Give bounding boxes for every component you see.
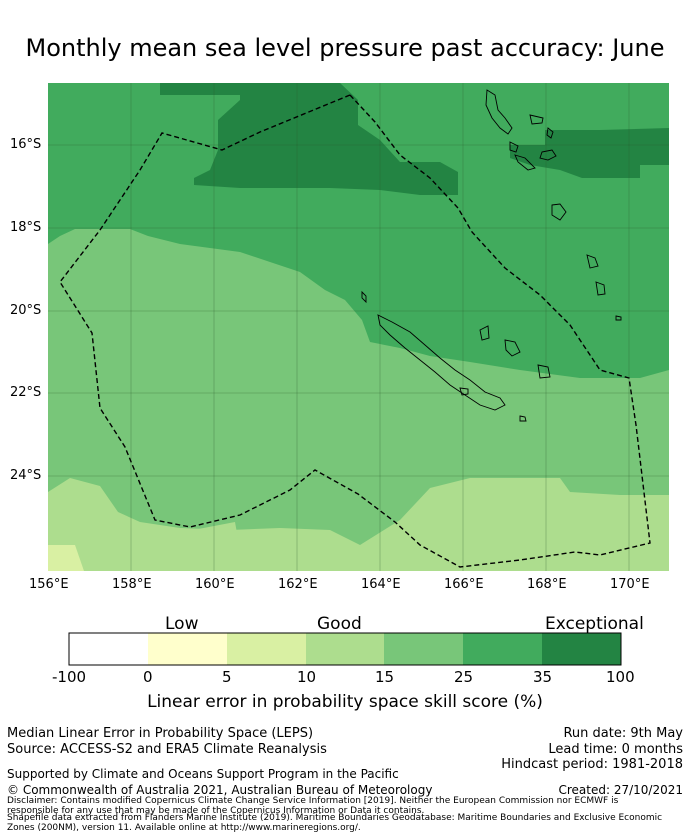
skill-score-map — [48, 83, 669, 571]
lat-label-16s: 16°S — [10, 137, 42, 152]
lat-label-22s: 22°S — [10, 385, 42, 400]
colorbar-segment-25-35 — [463, 633, 542, 665]
colorbar-tick-25: 25 — [454, 668, 474, 686]
method-text: Median Linear Error in Probability Space… — [7, 726, 314, 741]
lon-label-166e: 166°E — [444, 577, 484, 592]
category-label-good: Good — [317, 614, 362, 634]
grid-lines — [48, 83, 669, 571]
category-label-low: Low — [165, 614, 199, 634]
support-text: Supported by Climate and Oceans Support … — [7, 767, 399, 781]
lat-label-24s: 24°S — [10, 468, 42, 483]
colorbar-tick-35: 35 — [533, 668, 553, 686]
colorbar-segment-15-25 — [384, 633, 463, 665]
source-text: Source: ACCESS-S2 and ERA5 Climate Reana… — [7, 742, 327, 757]
coastlines — [361, 89, 622, 422]
created-text: Created: 27/10/2021 — [558, 783, 683, 797]
zone-10-15-center — [193, 522, 240, 550]
lead-time-text: Lead time: 0 months — [548, 742, 683, 757]
colorbar-segment-35-100 — [542, 633, 621, 665]
zone-5-10 — [48, 545, 84, 571]
lat-label-20s: 20°S — [10, 303, 42, 318]
lon-label-170e: 170°E — [610, 577, 650, 592]
map-area — [48, 83, 669, 571]
run-date-text: Run date: 9th May — [563, 726, 683, 741]
lon-label-164e: 164°E — [361, 577, 401, 592]
lon-label-162e: 162°E — [278, 577, 318, 592]
zone-35-100-b — [510, 128, 669, 178]
colorbar-tick-15: 15 — [375, 668, 395, 686]
lon-label-160e: 160°E — [195, 577, 235, 592]
colorbar-tick-100: 100 — [606, 668, 635, 686]
category-label-exceptional: Exceptional — [545, 614, 644, 634]
colorbar-segment-neg100-0 — [69, 633, 148, 665]
zone-35-100-a — [160, 83, 458, 195]
colorbar-tick-0: 0 — [143, 668, 153, 686]
lat-label-18s: 18°S — [10, 220, 42, 235]
page-title: Monthly mean sea level pressure past acc… — [25, 34, 665, 62]
eez-boundary — [59, 94, 651, 568]
lon-label-156e: 156°E — [29, 577, 69, 592]
new-caledonia-coast — [377, 314, 506, 411]
colorbar-segment-5-10 — [227, 633, 306, 665]
colorbar-segment-0-5 — [148, 633, 227, 665]
lon-label-168e: 168°E — [527, 577, 567, 592]
lon-label-158e: 158°E — [112, 577, 152, 592]
colorbar-segment-10-15 — [306, 633, 384, 665]
colorbar-tick-10: 10 — [297, 668, 317, 686]
disclaimer-text: Disclaimer: Contains modified Copernicus… — [7, 796, 619, 816]
vanuatu-north-coast — [485, 89, 513, 135]
shapefile-credit-text: Shapefile data extracted from Flanders M… — [7, 813, 663, 833]
colorbar-title: Linear error in probability space skill … — [147, 692, 543, 712]
colorbar-tick-neg100: -100 — [52, 668, 87, 686]
copyright-text: © Commonwealth of Australia 2021, Austra… — [7, 783, 433, 797]
hindcast-text: Hindcast period: 1981-2018 — [501, 757, 683, 772]
colorbar-frame — [68, 632, 622, 666]
colorbar-tick-5: 5 — [222, 668, 232, 686]
colorbar — [68, 632, 622, 666]
